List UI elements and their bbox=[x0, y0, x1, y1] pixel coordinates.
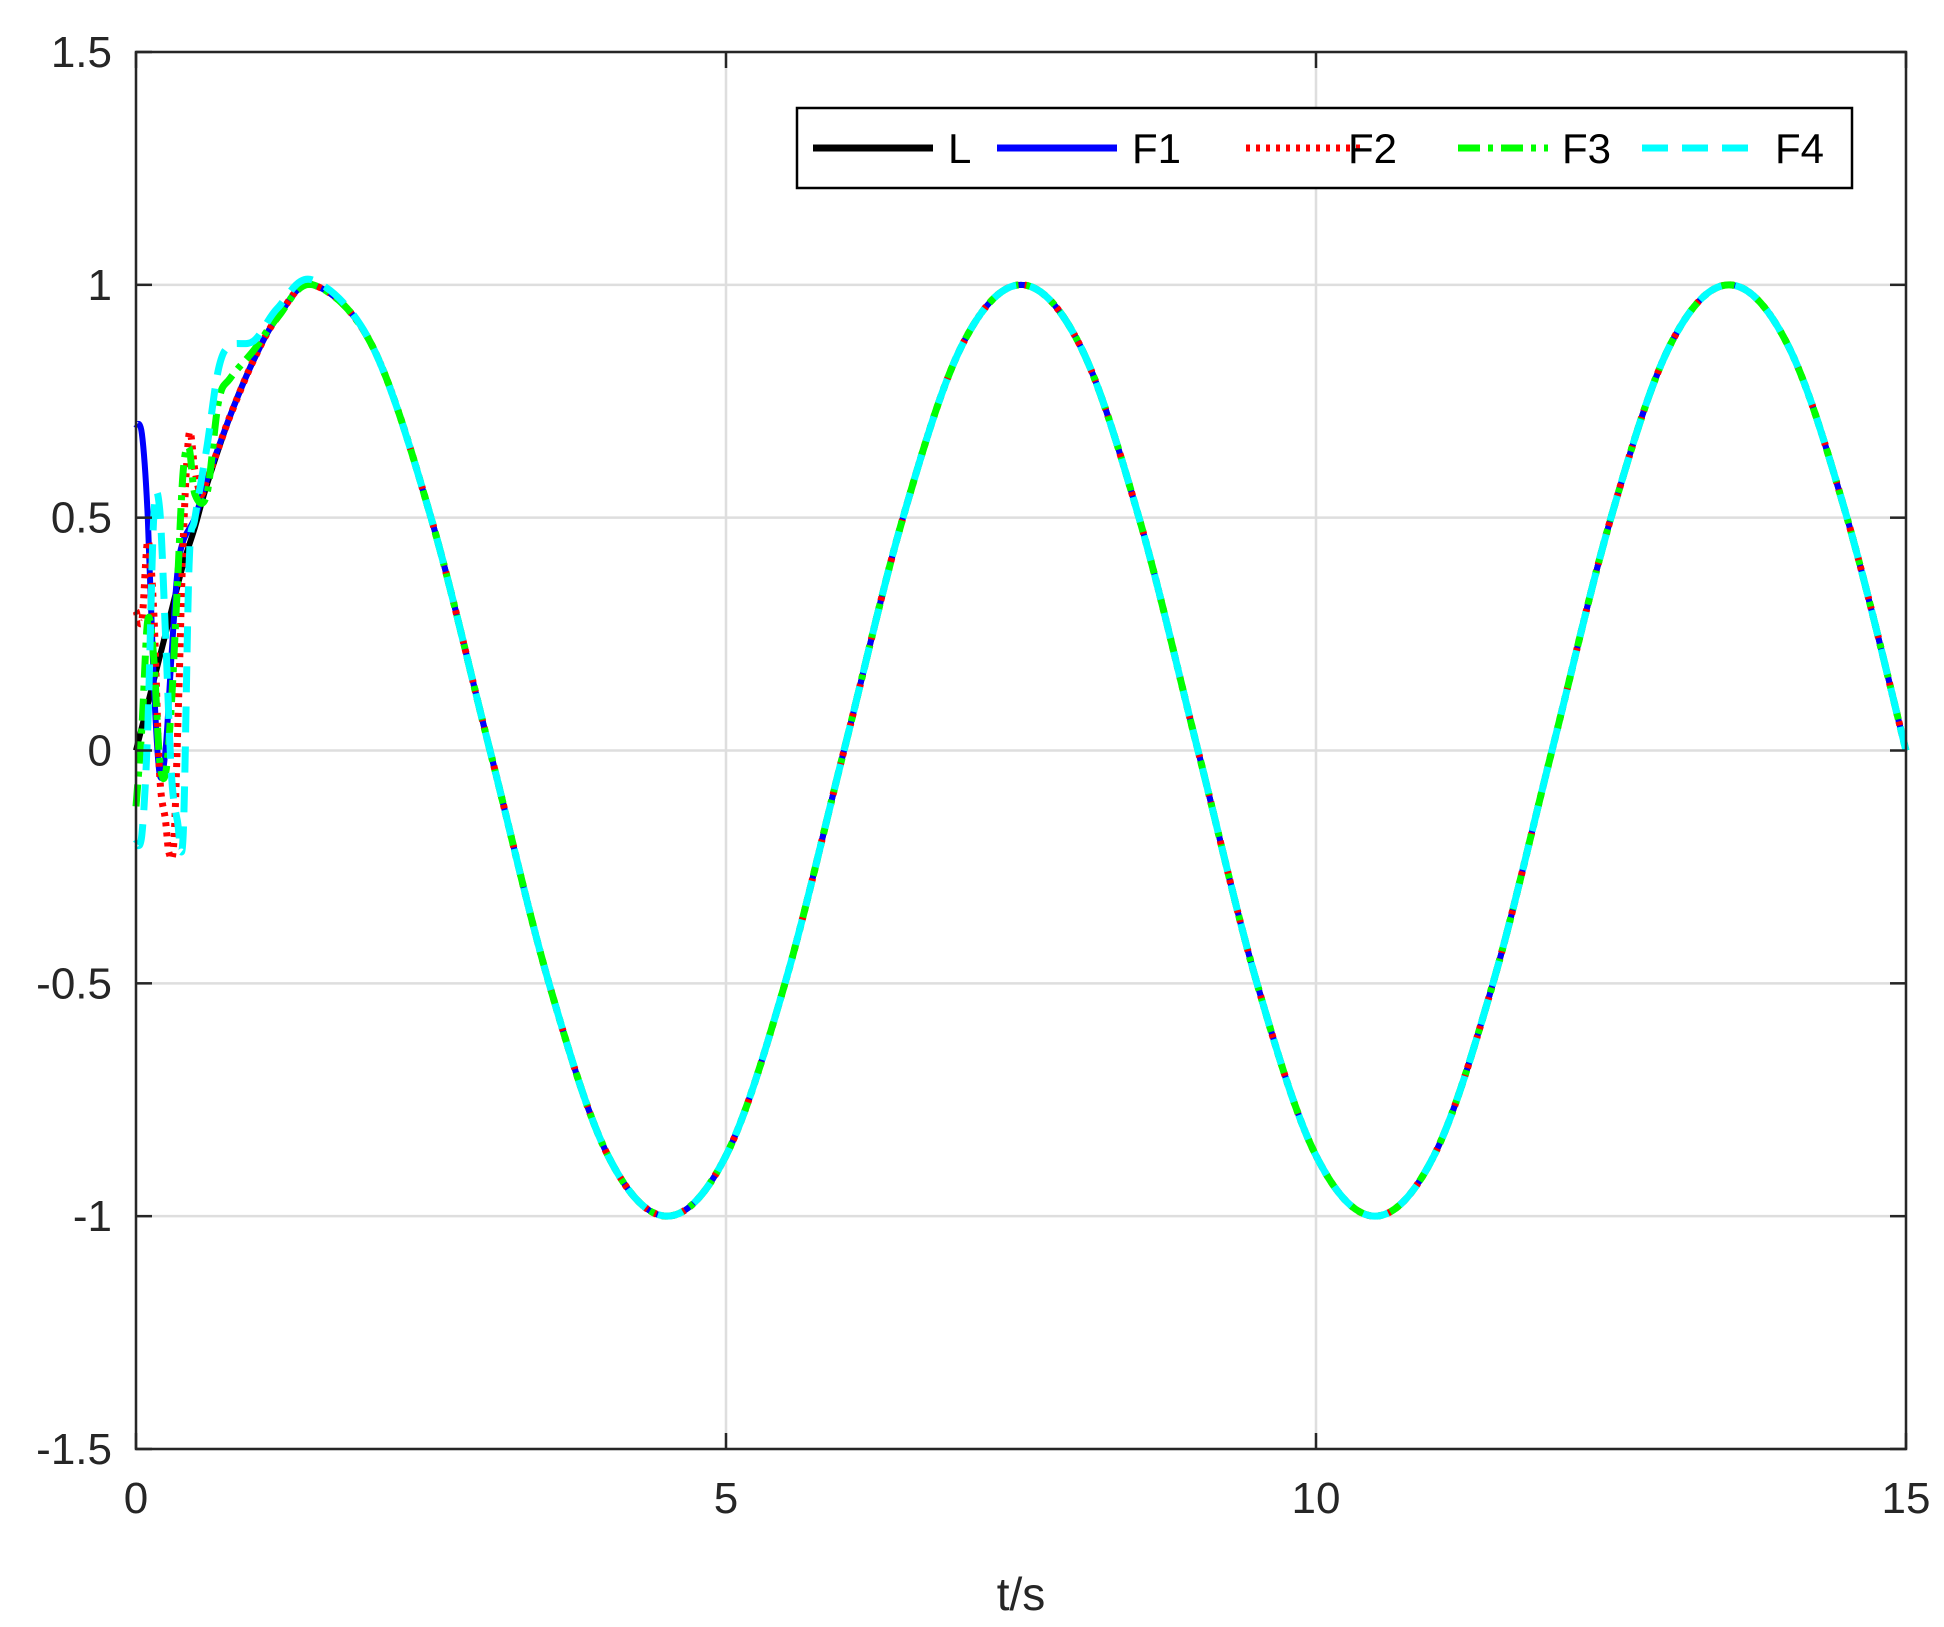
y-tick-label: -1 bbox=[73, 1192, 112, 1241]
series-layer bbox=[132, 275, 1910, 1220]
x-tick-label: 15 bbox=[1882, 1474, 1931, 1523]
legend-label-l: L bbox=[948, 125, 971, 172]
legend-label-f1: F1 bbox=[1132, 125, 1181, 172]
y-tick-label: -1.5 bbox=[36, 1425, 112, 1474]
legend-label-f4: F4 bbox=[1775, 125, 1824, 172]
tick-labels: 0 5 10 15 -1.5 -1 -0.5 0 0.5 1 1.5 bbox=[36, 28, 1930, 1523]
legend-label-f3: F3 bbox=[1562, 125, 1611, 172]
series-line-f4 bbox=[132, 275, 1910, 1220]
legend: L F1 F2 F3 F4 bbox=[795, 106, 1854, 190]
axis-ticks bbox=[134, 50, 1908, 1451]
y-tick-label: -0.5 bbox=[36, 959, 112, 1008]
x-tick-label: 10 bbox=[1292, 1474, 1341, 1523]
x-tick-label: 0 bbox=[124, 1474, 148, 1523]
legend-label-f2: F2 bbox=[1348, 125, 1397, 172]
legend-items: L F1 F2 F3 F4 bbox=[813, 125, 1824, 172]
y-tick-label: 1 bbox=[88, 261, 112, 310]
y-tick-label: 0 bbox=[88, 727, 112, 776]
x-axis-title: t/s bbox=[997, 1568, 1046, 1620]
series-line-f3 bbox=[132, 280, 1910, 1220]
series-line-f2 bbox=[132, 280, 1910, 1220]
y-tick-label: 0.5 bbox=[51, 494, 112, 543]
legend-box bbox=[795, 106, 1854, 190]
x-tick-label: 5 bbox=[714, 1474, 738, 1523]
y-tick-label: 1.5 bbox=[51, 28, 112, 77]
